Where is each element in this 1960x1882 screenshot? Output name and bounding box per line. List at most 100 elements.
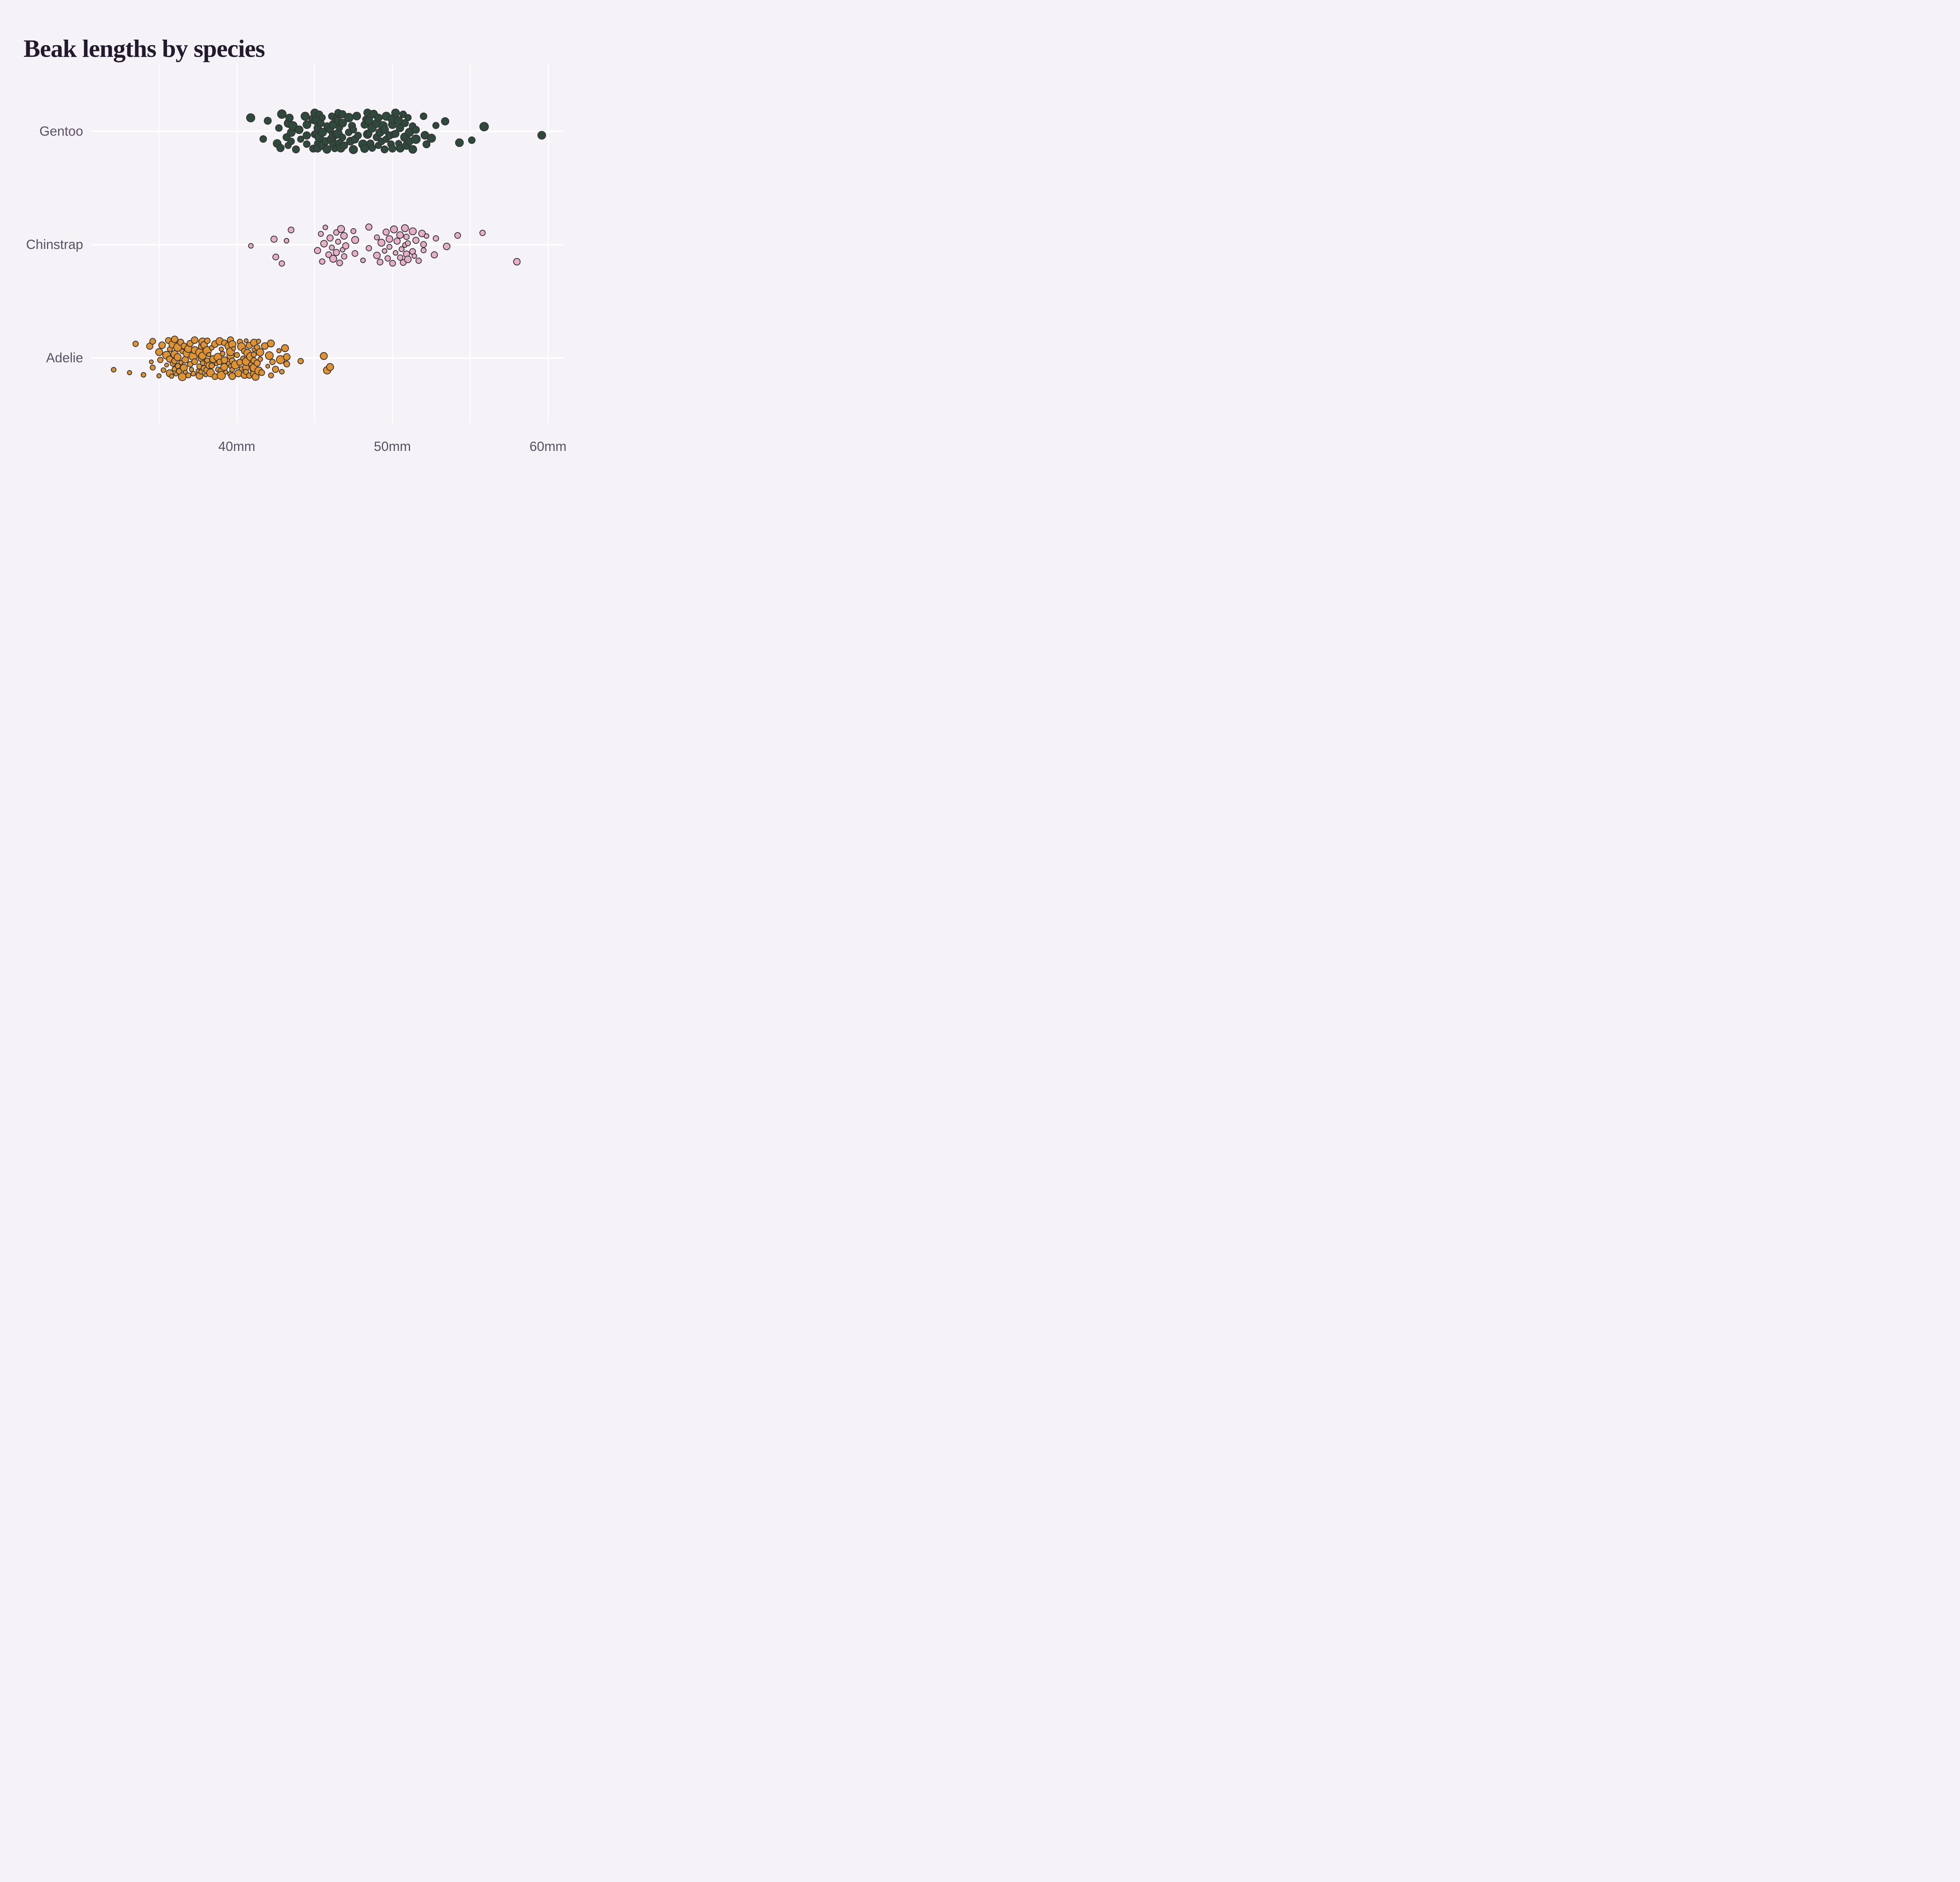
adelie-dot bbox=[258, 369, 265, 376]
chinstrap-dot bbox=[288, 227, 295, 233]
gentoo-dot bbox=[468, 136, 475, 144]
adelie-dot bbox=[209, 363, 215, 369]
chinstrap-dot bbox=[284, 238, 290, 243]
adelie-dot bbox=[132, 341, 139, 347]
x-tick-label-60mm: 60mm bbox=[529, 439, 567, 454]
adelie-dot bbox=[191, 336, 199, 344]
adelie-dot bbox=[161, 367, 167, 373]
chinstrap-dot bbox=[351, 236, 359, 244]
adelie-dot bbox=[169, 373, 174, 379]
category-label-adelie: Adelie bbox=[46, 351, 83, 365]
gentoo-dot bbox=[338, 119, 347, 127]
gentoo-dot bbox=[432, 122, 440, 129]
adelie-dot bbox=[216, 371, 226, 380]
chinstrap-dot bbox=[340, 232, 348, 240]
chinstrap-dot bbox=[319, 258, 326, 265]
gentoo-dot bbox=[276, 144, 285, 152]
chinstrap-dot bbox=[416, 258, 422, 264]
chinstrap-dot bbox=[392, 250, 398, 256]
x-gridline-40mm bbox=[236, 64, 238, 423]
gentoo-dot bbox=[302, 120, 311, 129]
chinstrap-dot bbox=[443, 242, 451, 250]
gentoo-dot bbox=[537, 131, 546, 140]
x-gridline-35mm bbox=[158, 64, 160, 423]
chinstrap-dot bbox=[248, 243, 254, 249]
chinstrap-dot bbox=[328, 245, 335, 251]
gentoo-dot bbox=[323, 145, 332, 154]
adelie-dot bbox=[155, 348, 163, 356]
chinstrap-dot bbox=[513, 258, 521, 265]
gentoo-dot bbox=[455, 138, 464, 147]
adelie-dot bbox=[268, 372, 274, 378]
adelie-dot bbox=[149, 360, 154, 364]
gentoo-dot bbox=[404, 114, 412, 121]
gentoo-dot bbox=[479, 122, 489, 131]
adelie-dot bbox=[149, 338, 156, 345]
gentoo-dot bbox=[350, 126, 357, 133]
chinstrap-dot bbox=[411, 253, 417, 259]
chinstrap-dot bbox=[396, 231, 404, 239]
gentoo-dot bbox=[319, 114, 326, 121]
gentoo-dot bbox=[246, 113, 256, 122]
adelie-dot bbox=[156, 373, 162, 378]
chinstrap-dot bbox=[342, 242, 349, 249]
adelie-dot bbox=[326, 363, 334, 371]
gentoo-dot bbox=[303, 131, 311, 140]
chinstrap-dot bbox=[479, 230, 486, 236]
adelie-dot bbox=[256, 339, 261, 344]
gentoo-dot bbox=[318, 128, 327, 137]
adelie-dot bbox=[279, 369, 285, 374]
chinstrap-dot bbox=[386, 243, 392, 250]
chinstrap-dot bbox=[405, 240, 411, 246]
adelie-dot bbox=[150, 364, 156, 371]
gentoo-dot bbox=[426, 134, 436, 143]
chinstrap-dot bbox=[320, 240, 328, 247]
adelie-dot bbox=[276, 348, 281, 353]
adelie-dot bbox=[220, 351, 226, 356]
chart-title: Beak lengths by species bbox=[24, 34, 265, 62]
chinstrap-dot bbox=[350, 228, 357, 234]
chinstrap-dot bbox=[420, 247, 426, 253]
beak-length-strip-chart: Beak lengths by species Gentoo Chinstrap A… bbox=[0, 0, 588, 470]
x-gridline-55mm bbox=[470, 64, 471, 423]
chinstrap-dot bbox=[420, 241, 427, 248]
gentoo-dot bbox=[344, 113, 354, 122]
chinstrap-dot bbox=[404, 256, 412, 263]
category-label-gentoo: Gentoo bbox=[39, 124, 83, 139]
adelie-dot bbox=[283, 360, 290, 367]
gentoo-dot bbox=[352, 112, 361, 120]
chinstrap-dot bbox=[454, 232, 461, 239]
gentoo-dot bbox=[441, 117, 450, 125]
adelie-dot bbox=[127, 370, 132, 375]
chinstrap-dot bbox=[424, 233, 430, 239]
adelie-dot bbox=[243, 338, 249, 343]
gentoo-dot bbox=[287, 137, 295, 145]
gentoo-dot bbox=[259, 135, 267, 143]
chinstrap-dot bbox=[318, 231, 324, 237]
x-gridline-50mm bbox=[392, 64, 393, 423]
gentoo-dot bbox=[303, 140, 311, 148]
adelie-dot bbox=[267, 339, 275, 347]
adelie-dot bbox=[265, 364, 270, 369]
chinstrap-dot bbox=[401, 224, 409, 232]
chinstrap-dot bbox=[412, 237, 419, 244]
chinstrap-dot bbox=[314, 247, 321, 254]
chinstrap-dot bbox=[383, 228, 390, 236]
chinstrap-dot bbox=[337, 225, 345, 233]
chinstrap-dot bbox=[335, 239, 341, 245]
x-tick-label-50mm: 50mm bbox=[374, 439, 411, 454]
chinstrap-dot bbox=[270, 236, 278, 243]
gentoo-dot bbox=[292, 145, 300, 153]
gentoo-dot bbox=[285, 113, 294, 122]
chinstrap-dot bbox=[279, 260, 285, 267]
adelie-dot bbox=[140, 372, 146, 378]
gentoo-dot bbox=[408, 145, 417, 154]
chinstrap-dot bbox=[403, 234, 410, 240]
x-gridline-60mm bbox=[547, 64, 549, 423]
adelie-dot bbox=[297, 358, 304, 364]
chinstrap-dot bbox=[431, 251, 438, 258]
adelie-dot bbox=[206, 352, 212, 357]
gentoo-dot bbox=[419, 112, 427, 120]
chinstrap-dot bbox=[399, 246, 405, 252]
x-gridline-45mm bbox=[314, 64, 315, 423]
